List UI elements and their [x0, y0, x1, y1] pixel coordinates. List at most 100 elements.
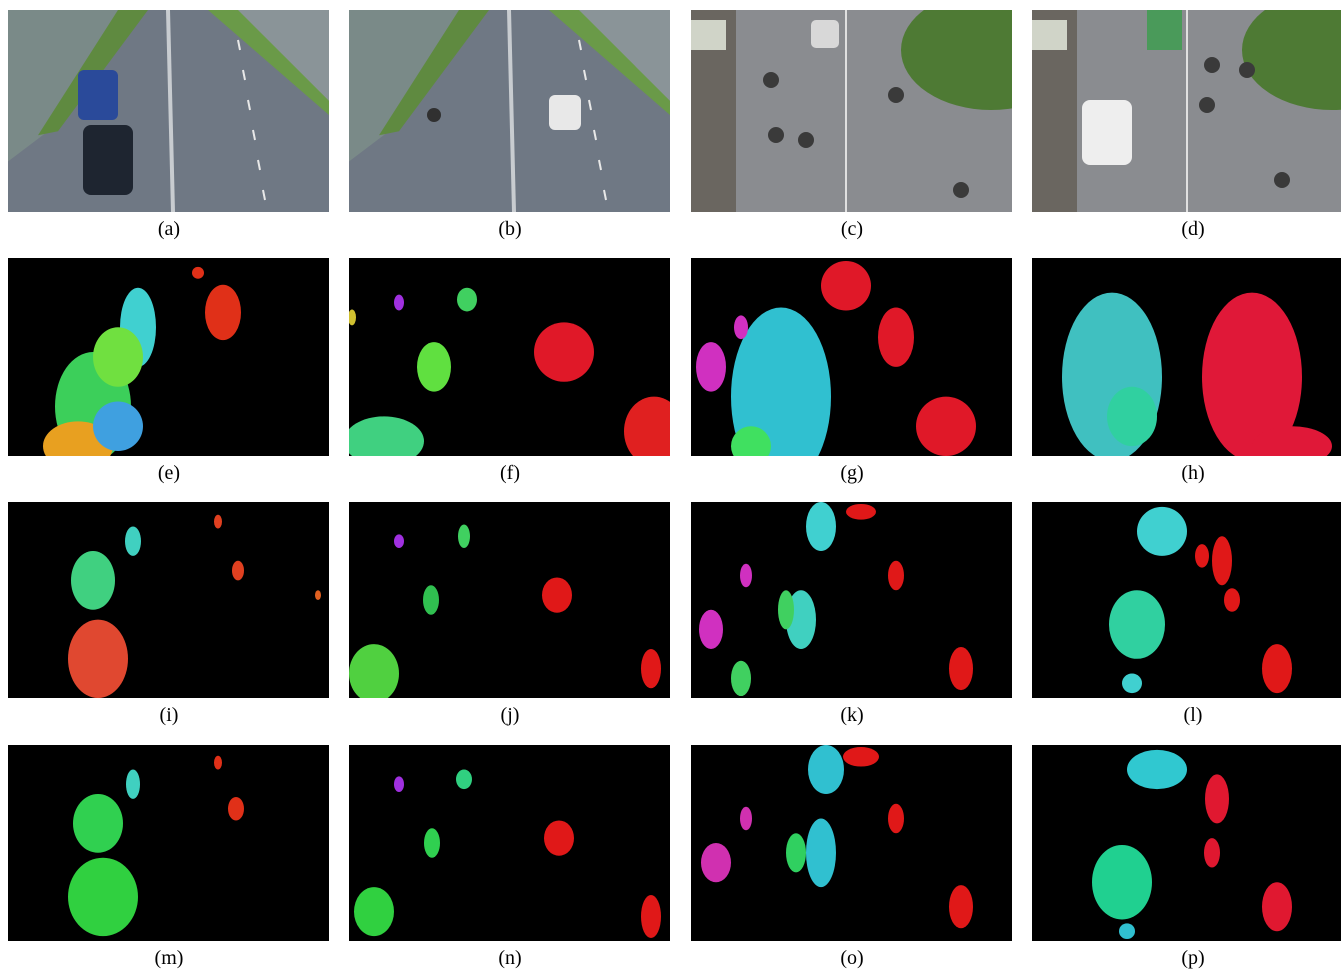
blob	[544, 820, 574, 855]
rider	[768, 127, 784, 143]
background	[8, 745, 329, 941]
caption: (c)	[691, 218, 1013, 241]
segmentation-map	[349, 745, 670, 941]
segmentation-map	[8, 745, 329, 941]
background	[8, 502, 329, 698]
blob	[916, 397, 976, 456]
blob	[1204, 838, 1220, 867]
blob	[125, 527, 141, 556]
blob	[73, 794, 123, 853]
blob	[417, 342, 451, 392]
blob	[68, 620, 128, 698]
panel: (g)	[691, 258, 1013, 485]
panel: (d)	[1032, 10, 1341, 241]
blob	[394, 534, 404, 548]
blob	[740, 564, 752, 588]
caption: (e)	[8, 462, 330, 485]
blob	[354, 887, 394, 936]
blob	[1122, 674, 1142, 694]
rider	[953, 182, 969, 198]
blob	[394, 776, 404, 792]
panel: (k)	[691, 502, 1013, 727]
photo	[1032, 10, 1341, 212]
caption: (l)	[1032, 704, 1341, 727]
blob	[394, 295, 404, 311]
caption: (o)	[691, 947, 1013, 970]
caption: (m)	[8, 947, 330, 970]
blob	[821, 261, 871, 311]
blob	[534, 322, 594, 381]
panel: (n)	[349, 745, 671, 970]
caption: (d)	[1032, 218, 1341, 241]
panel: (j)	[349, 502, 671, 727]
rider	[798, 132, 814, 148]
blob	[786, 833, 806, 872]
vehicle	[83, 125, 133, 195]
awning	[1032, 20, 1067, 50]
blob	[214, 756, 222, 770]
blob	[232, 561, 244, 581]
blob	[93, 402, 143, 452]
blob	[734, 315, 748, 339]
blob	[1137, 507, 1187, 556]
segmentation-map	[691, 258, 1012, 456]
photo	[349, 10, 670, 212]
segmentation-map	[691, 745, 1012, 941]
segmentation-map	[349, 502, 670, 698]
blob	[843, 747, 879, 767]
segmentation-map	[1032, 258, 1341, 456]
blob	[93, 327, 143, 386]
blob	[192, 267, 204, 279]
blob	[806, 819, 836, 888]
segmentation-map	[8, 502, 329, 698]
rider	[763, 72, 779, 88]
caption: (f)	[349, 462, 671, 485]
blob	[71, 551, 115, 610]
segmentation-map	[1032, 745, 1341, 941]
blob	[949, 647, 973, 690]
caption: (h)	[1032, 462, 1341, 485]
segmentation-map	[1032, 502, 1341, 698]
panel: (o)	[691, 745, 1013, 970]
blob	[846, 504, 876, 520]
panel: (h)	[1032, 258, 1341, 485]
panel: (m)	[8, 745, 330, 970]
panel: (e)	[8, 258, 330, 485]
caption: (k)	[691, 704, 1013, 727]
panel: (l)	[1032, 502, 1341, 727]
caption: (b)	[349, 218, 671, 241]
figure: (a)(b)(c)(d)(e)(f)(g)(h)(i)(j)(k)(l)(m)(…	[0, 0, 1341, 970]
rider	[1274, 172, 1290, 188]
vehicle	[549, 95, 581, 130]
blob	[878, 308, 914, 367]
blob	[949, 885, 973, 928]
panel: (c)	[691, 10, 1013, 241]
rider	[427, 108, 441, 122]
blob	[1224, 588, 1240, 612]
blob	[68, 858, 138, 936]
blob	[423, 585, 439, 614]
blob	[205, 285, 241, 340]
panel: (a)	[8, 10, 330, 241]
caption: (a)	[8, 218, 330, 241]
blob	[778, 590, 794, 629]
panel: (f)	[349, 258, 671, 485]
blob	[1119, 923, 1135, 939]
background	[8, 258, 329, 456]
blob	[888, 561, 904, 590]
blob	[641, 895, 661, 938]
vehicle	[811, 20, 839, 48]
blob	[1205, 774, 1229, 823]
blob	[1262, 882, 1292, 931]
photo	[691, 10, 1012, 212]
vehicle	[1082, 100, 1132, 165]
awning	[691, 20, 726, 50]
vehicle	[78, 70, 118, 120]
rider	[1239, 62, 1255, 78]
panel: (p)	[1032, 745, 1341, 970]
rider	[1199, 97, 1215, 113]
blob	[126, 770, 140, 799]
segmentation-map	[8, 258, 329, 456]
blob	[696, 342, 726, 392]
rider	[1204, 57, 1220, 73]
